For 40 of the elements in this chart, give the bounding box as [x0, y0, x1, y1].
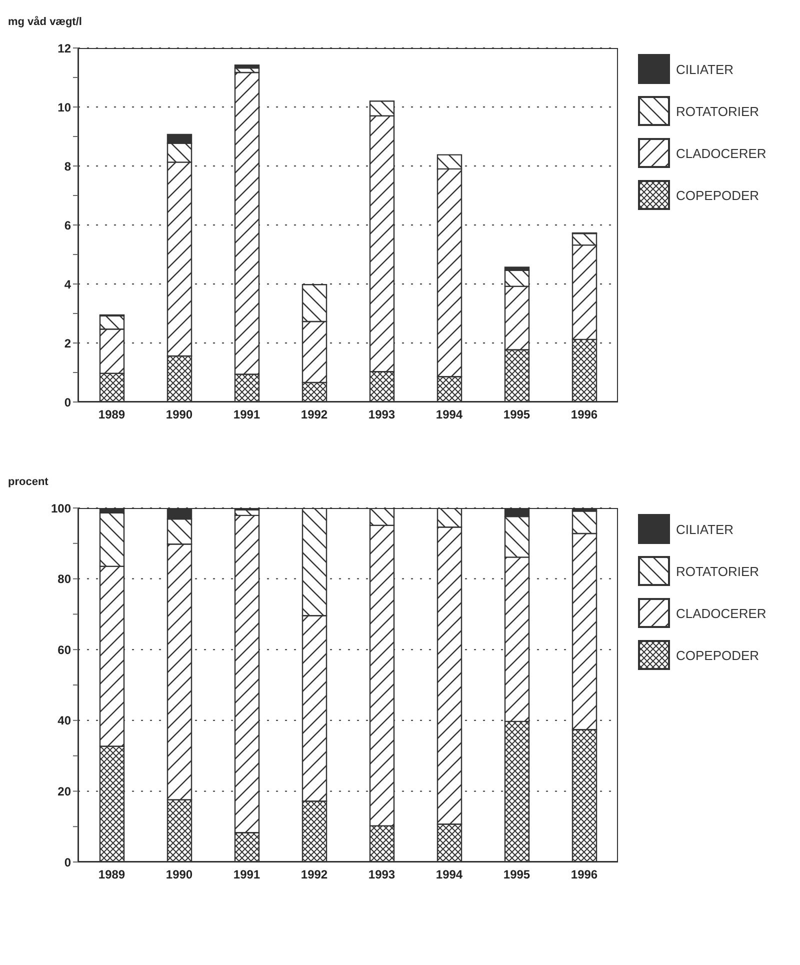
y-axis-title: mg våd vægt/l — [8, 16, 82, 28]
y-tick-label: 6 — [64, 218, 72, 232]
bar — [234, 64, 260, 69]
x-tick-label: 1995 — [503, 408, 530, 422]
x-tick-label: 1991 — [233, 408, 260, 422]
y-tick-label: 8 — [64, 159, 72, 174]
x-tick-label: 1995 — [503, 868, 530, 882]
x-tick-label: 1996 — [570, 868, 598, 882]
y-tick-label: 40 — [58, 714, 72, 728]
x-tick-label: 1992 — [300, 408, 328, 422]
text: ROTATORIER — [676, 104, 760, 118]
y-tick-label: 0 — [64, 395, 72, 410]
text: CLADOCERER — [676, 146, 766, 160]
text: ROTATORIER — [676, 564, 760, 578]
text: CILIATER — [676, 62, 734, 76]
x-tick-label: 1989 — [98, 868, 126, 882]
y-tick-label: 10 — [58, 100, 72, 114]
x-tick-label: 1991 — [233, 868, 260, 882]
y-tick-label: 0 — [64, 855, 72, 870]
y-tick-label: 2 — [64, 336, 72, 350]
x-tick-label: 1990 — [166, 868, 193, 882]
text: CLADOCERER — [676, 606, 766, 620]
text: COPEPODER — [676, 188, 760, 202]
x-tick-label: 1993 — [368, 868, 396, 882]
text: COPEPODER — [676, 648, 760, 662]
x-tick-label: 1994 — [436, 868, 463, 882]
y-tick-label: 80 — [58, 572, 72, 586]
y-tick-label: 100 — [50, 501, 72, 516]
x-tick-label: 1994 — [436, 408, 463, 422]
x-tick-label: 1990 — [166, 408, 193, 422]
y-tick-label: 60 — [58, 642, 72, 657]
x-tick-label: 1989 — [98, 408, 126, 422]
x-tick-label: 1993 — [368, 408, 396, 422]
x-tick-label: 1996 — [570, 408, 598, 422]
x-tick-label: 1992 — [300, 868, 328, 882]
y-tick-label: 4 — [64, 277, 72, 292]
y-axis-title: procent — [8, 476, 48, 488]
text: CILIATER — [676, 522, 734, 536]
y-tick-label: 12 — [58, 41, 72, 56]
y-tick-label: 20 — [58, 784, 72, 798]
